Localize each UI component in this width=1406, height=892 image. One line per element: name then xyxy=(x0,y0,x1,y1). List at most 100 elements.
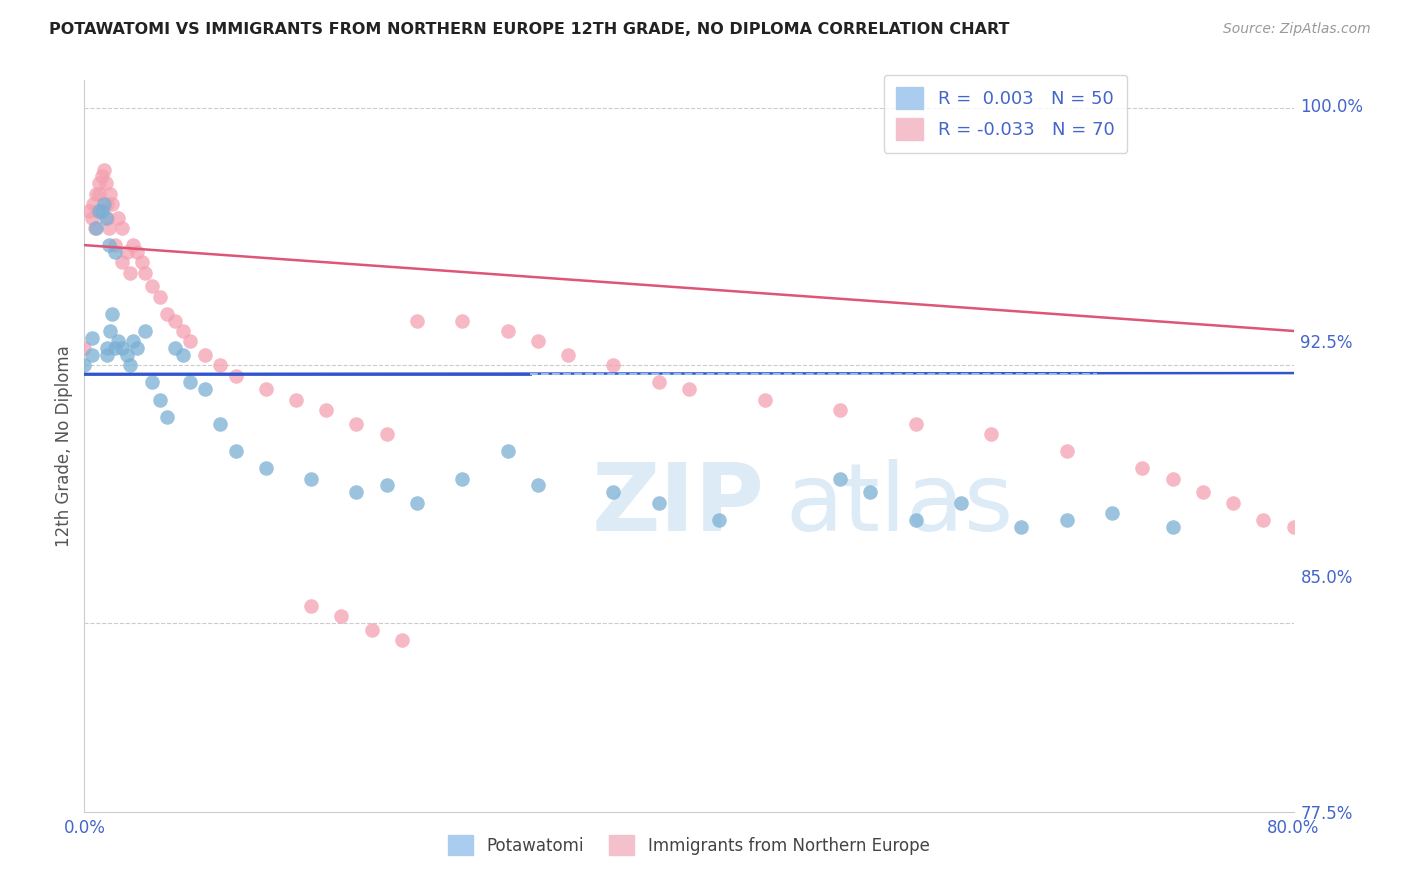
Point xyxy=(111,341,134,355)
Point xyxy=(1161,472,1184,486)
Point xyxy=(111,255,134,269)
Point xyxy=(1192,485,1215,500)
Point xyxy=(115,348,138,362)
Point xyxy=(451,313,474,327)
Point xyxy=(557,348,579,362)
Point xyxy=(1056,444,1078,458)
Point xyxy=(172,324,194,338)
Point xyxy=(830,403,852,417)
Point xyxy=(406,496,429,510)
Point xyxy=(96,348,118,362)
Point xyxy=(91,203,114,218)
Point xyxy=(254,382,277,396)
Point xyxy=(496,444,519,458)
Point xyxy=(225,368,247,383)
Point xyxy=(406,313,429,327)
Point xyxy=(285,392,308,407)
Point xyxy=(980,427,1002,442)
Point xyxy=(1403,565,1406,579)
Point xyxy=(84,221,107,235)
Point xyxy=(86,186,108,201)
Point xyxy=(97,221,120,235)
Point xyxy=(104,238,127,252)
Text: atlas: atlas xyxy=(786,458,1014,550)
Point xyxy=(94,176,117,190)
Point xyxy=(134,324,156,338)
Legend: Potawatomi, Immigrants from Northern Europe: Potawatomi, Immigrants from Northern Eur… xyxy=(441,829,936,862)
Point xyxy=(950,496,973,510)
Point xyxy=(360,623,382,637)
Point xyxy=(80,211,103,225)
Y-axis label: 12th Grade, No Diploma: 12th Grade, No Diploma xyxy=(55,345,73,547)
Point xyxy=(451,472,474,486)
Point xyxy=(96,211,118,225)
Point xyxy=(602,359,624,373)
Point xyxy=(375,427,398,442)
Point xyxy=(100,307,122,321)
Point xyxy=(527,334,550,349)
Point xyxy=(299,472,322,486)
Point xyxy=(299,599,322,613)
Point xyxy=(346,485,368,500)
Point xyxy=(330,609,353,624)
Point xyxy=(156,307,179,321)
Point xyxy=(1282,519,1305,533)
Point xyxy=(1161,519,1184,533)
Point xyxy=(98,324,121,338)
Point xyxy=(111,221,134,235)
Point xyxy=(89,186,111,201)
Point xyxy=(80,331,103,345)
Point xyxy=(73,341,96,355)
Point xyxy=(527,478,550,492)
Text: ZIP: ZIP xyxy=(592,458,765,550)
Point xyxy=(172,348,194,362)
Point xyxy=(1056,513,1078,527)
Point xyxy=(315,403,337,417)
Point xyxy=(709,513,731,527)
Point xyxy=(131,255,153,269)
Point xyxy=(754,392,776,407)
Point xyxy=(149,290,172,304)
Point xyxy=(375,478,398,492)
Point xyxy=(121,238,143,252)
Point xyxy=(1130,461,1153,475)
Point xyxy=(127,244,149,259)
Point xyxy=(149,392,172,407)
Point xyxy=(89,176,111,190)
Point xyxy=(156,409,179,424)
Point xyxy=(648,376,671,390)
Point xyxy=(904,513,927,527)
Point xyxy=(496,324,519,338)
Text: POTAWATOMI VS IMMIGRANTS FROM NORTHERN EUROPE 12TH GRADE, NO DIPLOMA CORRELATION: POTAWATOMI VS IMMIGRANTS FROM NORTHERN E… xyxy=(49,22,1010,37)
Point xyxy=(1101,506,1123,520)
Point xyxy=(1222,496,1244,510)
Point xyxy=(179,334,201,349)
Point xyxy=(1358,547,1381,561)
Point xyxy=(89,203,111,218)
Point xyxy=(121,334,143,349)
Point xyxy=(134,266,156,280)
Point xyxy=(859,485,882,500)
Point xyxy=(96,341,118,355)
Point xyxy=(346,417,368,431)
Point xyxy=(141,279,163,293)
Point xyxy=(86,221,108,235)
Point xyxy=(118,266,141,280)
Text: Source: ZipAtlas.com: Source: ZipAtlas.com xyxy=(1223,22,1371,37)
Point xyxy=(648,496,671,510)
Point xyxy=(80,348,103,362)
Point xyxy=(98,186,121,201)
Point xyxy=(82,197,104,211)
Point xyxy=(1253,513,1275,527)
Point xyxy=(209,417,232,431)
Point xyxy=(93,162,115,177)
Point xyxy=(93,197,115,211)
Point xyxy=(77,203,100,218)
Point xyxy=(115,244,138,259)
Point xyxy=(165,341,187,355)
Point xyxy=(830,472,852,486)
Point xyxy=(194,382,217,396)
Point xyxy=(1011,519,1033,533)
Point xyxy=(225,444,247,458)
Point xyxy=(1313,530,1336,544)
